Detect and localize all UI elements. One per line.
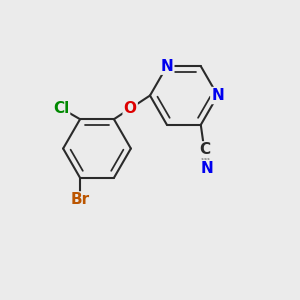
- Text: N: N: [211, 88, 224, 103]
- Text: Br: Br: [70, 192, 90, 207]
- Text: C: C: [199, 142, 210, 158]
- Text: N: N: [200, 160, 213, 175]
- Text: O: O: [124, 101, 137, 116]
- Text: Cl: Cl: [53, 101, 69, 116]
- Text: N: N: [160, 59, 173, 74]
